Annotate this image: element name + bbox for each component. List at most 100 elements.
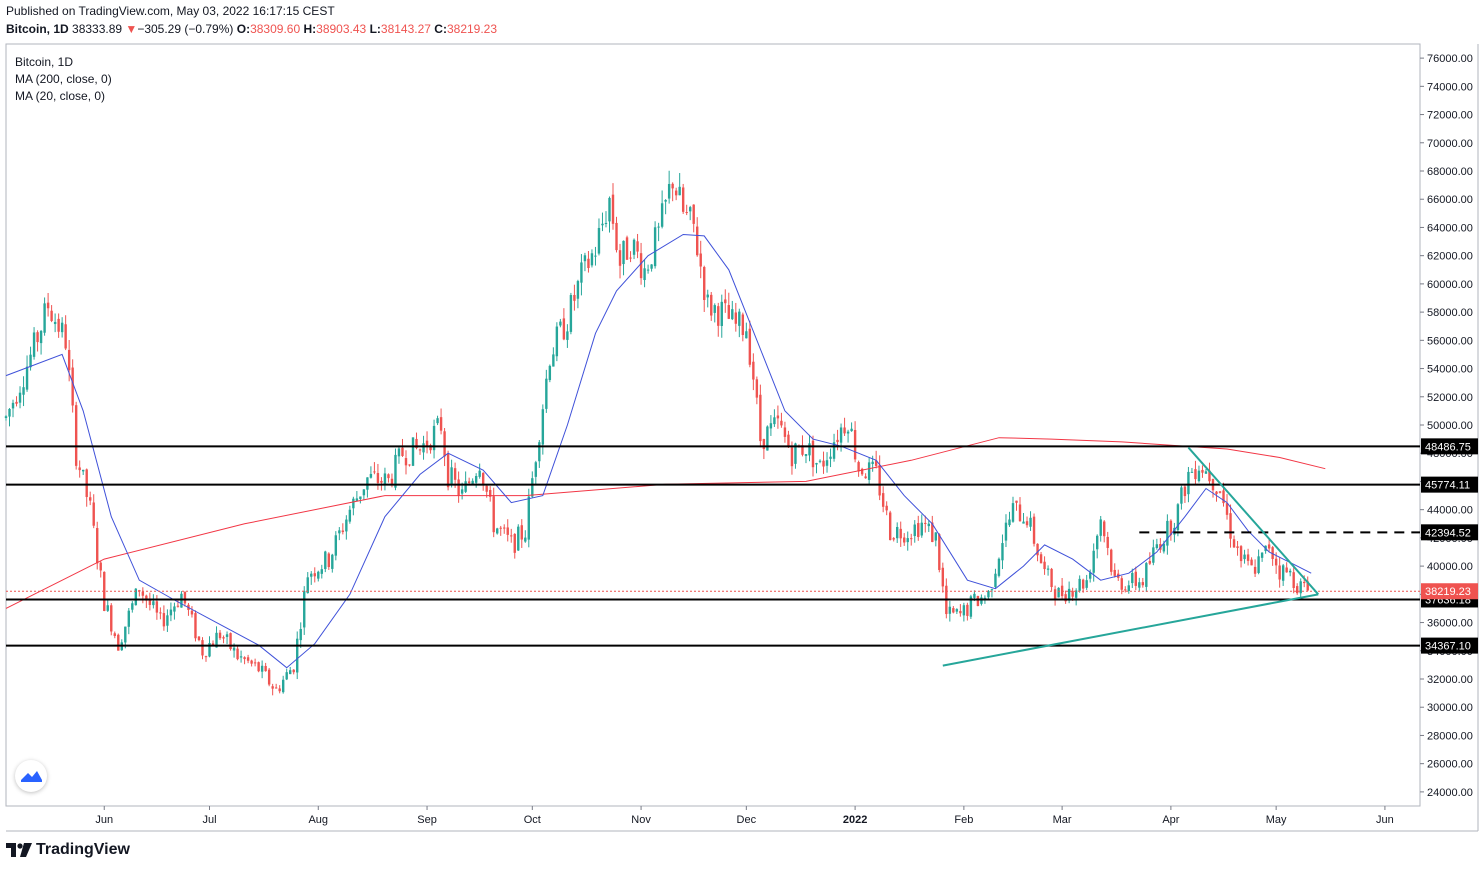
candle-body	[1250, 559, 1253, 566]
candle	[1057, 587, 1060, 598]
candle-body	[1078, 578, 1081, 591]
candle-body	[1148, 560, 1152, 564]
candle	[1190, 467, 1194, 473]
candle	[208, 636, 211, 658]
candle	[1134, 566, 1137, 591]
candle-body	[32, 332, 36, 357]
candle	[166, 609, 169, 632]
candle-body	[685, 212, 688, 214]
candle	[920, 514, 923, 538]
candle-body	[1239, 546, 1243, 562]
tradingview-badge[interactable]	[15, 760, 47, 792]
candle	[976, 595, 980, 607]
candle	[36, 330, 39, 352]
candle-body	[236, 648, 239, 660]
candle	[625, 235, 629, 260]
candle	[1215, 491, 1218, 502]
footer-brand[interactable]: TradingView	[6, 841, 130, 859]
y-tick-label: 36000.00	[1427, 618, 1473, 630]
candle-body	[506, 527, 509, 535]
candle-body	[320, 569, 323, 574]
candle	[629, 251, 632, 263]
candle	[583, 252, 587, 272]
candle	[1078, 575, 1081, 593]
candle	[222, 635, 225, 644]
candle-body	[176, 605, 180, 607]
candle-body	[1001, 543, 1004, 561]
candle	[808, 434, 811, 462]
legend-ma200[interactable]: MA (200, close, 0)	[15, 72, 112, 86]
candle-body	[173, 606, 176, 612]
candle	[74, 401, 78, 470]
candle-body	[720, 301, 723, 326]
candle-body	[404, 458, 408, 466]
candle	[938, 533, 941, 573]
candle	[1208, 462, 1211, 485]
candle	[204, 655, 208, 662]
candle	[404, 450, 408, 475]
candle-body	[46, 302, 50, 309]
candle	[1152, 539, 1155, 566]
candle-body	[208, 642, 211, 657]
candle	[696, 217, 699, 257]
y-tick-label: 68000.00	[1427, 166, 1473, 178]
candle-body	[510, 535, 513, 537]
low-label: L:	[369, 22, 381, 36]
candle	[1141, 577, 1145, 588]
candle	[1131, 568, 1134, 589]
candle-body	[281, 679, 285, 693]
candle-body	[646, 269, 650, 271]
candle	[587, 251, 590, 273]
candle-body	[1106, 536, 1109, 548]
candle	[1127, 580, 1130, 594]
current-price-box	[1421, 583, 1478, 600]
candle	[510, 528, 513, 543]
candle-body	[71, 367, 74, 406]
candle-body	[99, 562, 102, 571]
x-tick-label: Jun	[1376, 814, 1394, 826]
candle	[1029, 511, 1032, 531]
legend-title[interactable]: Bitcoin, 1D	[15, 55, 74, 69]
candle-body	[341, 530, 345, 533]
candle	[1246, 548, 1250, 566]
candle	[432, 419, 436, 459]
candle	[92, 494, 95, 529]
candle	[334, 531, 338, 561]
candle-body	[1176, 504, 1180, 531]
candle-body	[966, 604, 969, 616]
candle	[720, 294, 723, 338]
candle-body	[1201, 469, 1204, 473]
candle	[218, 630, 222, 640]
candle-body	[745, 331, 748, 339]
candle-body	[225, 634, 229, 637]
candle-body	[106, 605, 109, 611]
candle-body	[653, 227, 657, 267]
y-tick-label: 64000.00	[1427, 222, 1473, 234]
candle-body	[1022, 521, 1025, 524]
candle-body	[811, 440, 815, 468]
candle-body	[973, 593, 976, 598]
candle-body	[394, 454, 397, 488]
candle-body	[313, 573, 316, 577]
y-tick-label: 56000.00	[1427, 335, 1473, 347]
candle	[692, 204, 695, 233]
candle-body	[548, 365, 552, 381]
candle	[1288, 568, 1292, 577]
legend-ma20[interactable]: MA (20, close, 0)	[15, 89, 106, 103]
candle-body	[1099, 519, 1102, 536]
candle-body	[1057, 587, 1060, 598]
candle	[15, 396, 18, 407]
candle	[341, 523, 345, 535]
candle	[559, 318, 562, 328]
candle	[152, 594, 155, 609]
candle	[853, 421, 857, 463]
tradingview-logo-icon	[6, 843, 32, 857]
candle	[488, 486, 492, 502]
candle-body	[1180, 487, 1183, 504]
candle	[1194, 460, 1197, 485]
candle-body	[1138, 582, 1141, 588]
candle	[734, 302, 738, 332]
candle-body	[355, 498, 359, 501]
candle-body	[18, 392, 22, 403]
